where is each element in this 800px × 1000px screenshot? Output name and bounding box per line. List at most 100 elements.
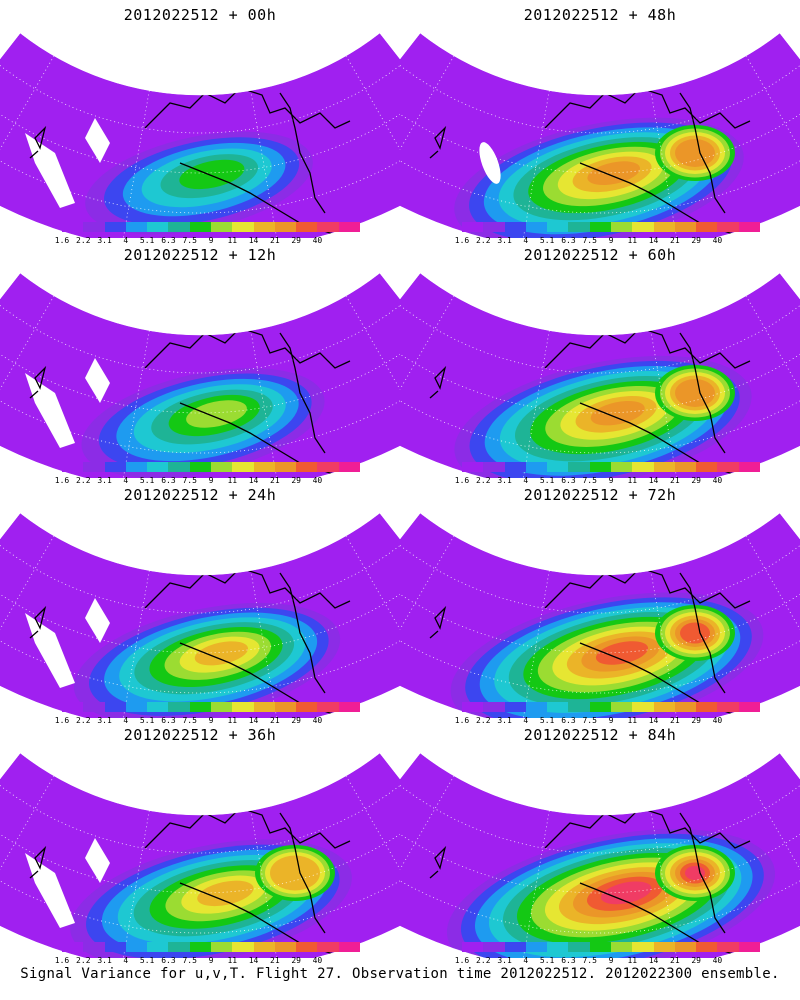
colorbar-segment bbox=[696, 222, 718, 232]
map-field bbox=[400, 33, 800, 238]
colorbar-tick-label: 7.5 bbox=[182, 716, 197, 725]
colorbar-tick-label: 1.6 bbox=[454, 236, 470, 245]
colorbar-segment bbox=[547, 222, 569, 232]
colorbar-labels: 1.6 2.2 3.1 4 5.1 6.3 7.5 9 11 14 21 29 40 bbox=[55, 956, 360, 968]
colorbar-segment bbox=[168, 462, 190, 472]
colorbar-tick-label: 11 bbox=[227, 716, 238, 725]
colorbar-tick-label: 21 bbox=[670, 476, 680, 485]
colorbar-segment bbox=[189, 462, 211, 472]
no-data-gap bbox=[85, 838, 110, 883]
colorbar-segment bbox=[568, 702, 590, 712]
colorbar-segment bbox=[274, 942, 297, 952]
colorbar-tick-label: 3.1 bbox=[97, 476, 112, 485]
colorbar-tick-label: 11 bbox=[627, 236, 638, 245]
colorbar-tick-label: 14 bbox=[648, 236, 659, 245]
colorbar-segment bbox=[296, 222, 318, 232]
variance-contour bbox=[595, 641, 649, 665]
colorbar-tick-label: 3.1 bbox=[497, 236, 512, 245]
colorbar-segment bbox=[147, 942, 169, 952]
panel-title: 2012022512 + 00h bbox=[123, 6, 277, 24]
colorbar-tick-label: 29 bbox=[291, 236, 301, 245]
colorbar-tick-label: 40 bbox=[712, 476, 723, 485]
colorbar-tick-label: 9 bbox=[608, 956, 614, 965]
colorbar-segment bbox=[168, 702, 190, 712]
colorbar-tick-label: 14 bbox=[648, 956, 659, 965]
colorbar-tick-label: 11 bbox=[627, 956, 638, 965]
colorbar-segment bbox=[610, 222, 633, 232]
colorbar-tick-label: 3.1 bbox=[97, 716, 112, 725]
colorbar-segment bbox=[232, 462, 254, 472]
variance-map bbox=[0, 512, 400, 718]
colorbar-segment bbox=[338, 462, 360, 472]
colorbar-segment bbox=[338, 702, 360, 712]
map-field bbox=[0, 273, 400, 478]
colorbar-segment bbox=[253, 222, 275, 232]
colorbar-tick-label: 21 bbox=[670, 956, 680, 965]
colorbar-tick-label: 29 bbox=[291, 716, 301, 725]
colorbar-tick-label: 3.1 bbox=[97, 236, 112, 245]
colorbar-tick-label: 2.2 bbox=[76, 956, 91, 965]
colorbar-tick-label: 40 bbox=[712, 716, 723, 725]
colorbar-segment bbox=[125, 462, 148, 472]
map-panel-00h: 2012022512 + 00h 1.6 2.2 3.1 4 5.1 6.3 7.5 9 11 1… bbox=[0, 0, 400, 245]
colorbar-segment bbox=[104, 462, 126, 472]
colorbar-tick-label: 4 bbox=[523, 236, 529, 245]
colorbar-segment bbox=[338, 942, 360, 952]
colorbar-segment bbox=[717, 462, 739, 472]
colorbar-segment bbox=[674, 942, 697, 952]
variance-map bbox=[0, 272, 400, 478]
colorbar-tick-label: 14 bbox=[248, 476, 259, 485]
colorbar-tick-label: 2.2 bbox=[476, 236, 491, 245]
map-boundary bbox=[400, 752, 800, 958]
colorbar-segment bbox=[696, 702, 718, 712]
colorbar bbox=[62, 222, 360, 234]
colorbar-tick-label: 6.3 bbox=[161, 236, 176, 245]
colorbar-tick-label: 40 bbox=[312, 956, 323, 965]
colorbar-tick-label: 1.6 bbox=[54, 716, 70, 725]
colorbar-tick-label: 1.6 bbox=[454, 476, 470, 485]
colorbar-segment bbox=[589, 222, 611, 232]
colorbar-tick-label: 3.1 bbox=[497, 476, 512, 485]
variance-contour bbox=[675, 379, 715, 407]
colorbar-tick-label: 21 bbox=[270, 236, 280, 245]
map-panel-84h: 2012022512 + 84h 1.6 2.2 3.1 4 5.1 6.3 7.5 9 11 1… bbox=[400, 720, 800, 965]
colorbar-segment bbox=[738, 702, 760, 712]
colorbar-segment bbox=[610, 942, 633, 952]
colorbar-tick-label: 2.2 bbox=[476, 956, 491, 965]
colorbar-tick-label: 29 bbox=[691, 476, 701, 485]
colorbar-labels: 1.6 2.2 3.1 4 5.1 6.3 7.5 9 11 14 21 29 40 bbox=[55, 716, 360, 728]
colorbar-segment bbox=[125, 702, 148, 712]
colorbar bbox=[62, 462, 360, 474]
panel-title: 2012022512 + 48h bbox=[523, 6, 677, 24]
variance-map bbox=[400, 752, 800, 958]
colorbar-segment bbox=[125, 222, 148, 232]
colorbar bbox=[462, 222, 760, 234]
colorbar-segment bbox=[232, 222, 254, 232]
colorbar-segment bbox=[504, 462, 526, 472]
colorbar-segment bbox=[568, 942, 590, 952]
colorbar-segment bbox=[738, 222, 760, 232]
colorbar-tick-label: 3.1 bbox=[497, 956, 512, 965]
map-boundary bbox=[0, 272, 400, 478]
map-field bbox=[400, 753, 800, 958]
colorbar-segment bbox=[147, 222, 169, 232]
colorbar-segment bbox=[547, 702, 569, 712]
colorbar-segment bbox=[525, 462, 548, 472]
colorbar-tick-label: 6.3 bbox=[561, 956, 576, 965]
colorbar-segment bbox=[62, 462, 84, 472]
variance-map bbox=[400, 272, 800, 478]
colorbar-segment bbox=[504, 702, 526, 712]
colorbar-tick-label: 6.3 bbox=[161, 716, 176, 725]
colorbar-segment bbox=[610, 702, 633, 712]
colorbar-tick-label: 6.3 bbox=[561, 236, 576, 245]
colorbar-segment bbox=[296, 942, 318, 952]
colorbar bbox=[62, 702, 360, 714]
variance-contour bbox=[186, 400, 247, 428]
colorbar-tick-label: 9 bbox=[608, 476, 614, 485]
variance-contour bbox=[194, 641, 249, 666]
colorbar-segment bbox=[462, 702, 484, 712]
colorbar-segment bbox=[210, 702, 233, 712]
colorbar-segment bbox=[104, 222, 126, 232]
map-panel-48h: 2012022512 + 48h 1.6 2.2 3.1 4 5.1 6.3 7.5 9 11 1… bbox=[400, 0, 800, 245]
colorbar-segment bbox=[296, 702, 318, 712]
